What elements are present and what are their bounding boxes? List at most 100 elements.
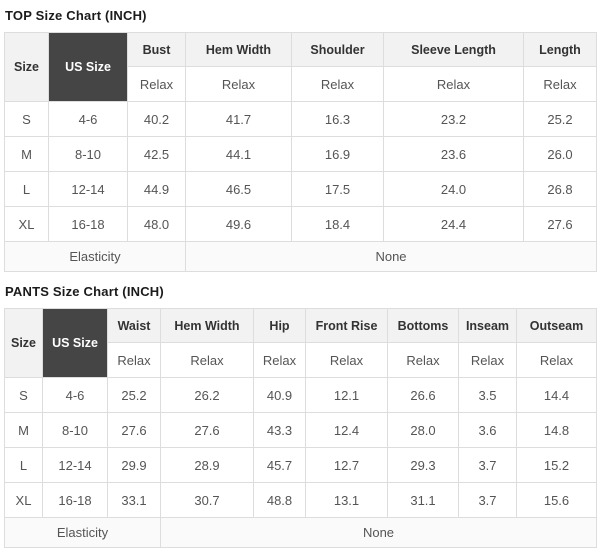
value-cell: 18.4: [291, 206, 384, 242]
value-cell: 12.1: [305, 377, 388, 413]
column-header-hip: Hip: [253, 308, 306, 343]
value-cell: 3.7: [458, 482, 517, 518]
value-cell: 28.0: [387, 412, 459, 448]
top-elasticity-row: Elasticity None: [4, 241, 597, 272]
pants-header-row: Size US Size Waist Hem Width Hip Front R…: [4, 308, 597, 378]
pants-size-table: Size US Size Waist Hem Width Hip Front R…: [4, 308, 597, 548]
value-cell: 23.6: [383, 136, 524, 172]
value-cell: 26.8: [523, 171, 597, 207]
fit-type-cell: Relax: [383, 66, 524, 102]
value-cell: 16.3: [291, 101, 384, 137]
value-cell: 27.6: [107, 412, 161, 448]
fit-type-cell: Relax: [185, 66, 292, 102]
column-header-waist: Waist: [107, 308, 161, 343]
column-header-length: Length: [523, 32, 597, 67]
value-cell: 26.2: [160, 377, 254, 413]
column-header-us-size: US Size: [48, 32, 128, 102]
fit-type-cell: Relax: [458, 342, 517, 378]
top-size-chart-section: TOP Size Chart (INCH) Size US Size Bust …: [4, 8, 597, 272]
top-size-row-l: L 12-14 44.9 46.5 17.5 24.0 26.8: [4, 171, 597, 207]
top-size-table: Size US Size Bust Hem Width Shoulder Sle…: [4, 32, 597, 272]
value-cell: 41.7: [185, 101, 292, 137]
us-size-cell: 12-14: [48, 171, 128, 207]
us-size-cell: 12-14: [42, 447, 108, 483]
value-cell: 17.5: [291, 171, 384, 207]
value-cell: 45.7: [253, 447, 306, 483]
fit-type-cell: Relax: [305, 342, 388, 378]
size-cell: XL: [4, 482, 43, 518]
value-cell: 24.0: [383, 171, 524, 207]
value-cell: 14.4: [516, 377, 597, 413]
fit-type-cell: Relax: [253, 342, 306, 378]
size-cell: L: [4, 171, 49, 207]
value-cell: 15.6: [516, 482, 597, 518]
size-cell: L: [4, 447, 43, 483]
value-cell: 31.1: [387, 482, 459, 518]
column-header-bottoms: Bottoms: [387, 308, 459, 343]
fit-type-cell: Relax: [523, 66, 597, 102]
fit-type-cell: Relax: [160, 342, 254, 378]
us-size-cell: 16-18: [48, 206, 128, 242]
value-cell: 30.7: [160, 482, 254, 518]
size-cell: M: [4, 412, 43, 448]
value-cell: 48.0: [127, 206, 186, 242]
fit-type-cell: Relax: [291, 66, 384, 102]
value-cell: 29.9: [107, 447, 161, 483]
column-header-us-size: US Size: [42, 308, 108, 378]
pants-size-row-m: M 8-10 27.6 27.6 43.3 12.4 28.0 3.6 14.8: [4, 412, 597, 448]
value-cell: 26.6: [387, 377, 459, 413]
value-cell: 29.3: [387, 447, 459, 483]
fit-type-cell: Relax: [127, 66, 186, 102]
us-size-cell: 16-18: [42, 482, 108, 518]
column-header-inseam: Inseam: [458, 308, 517, 343]
fit-type-cell: Relax: [516, 342, 597, 378]
value-cell: 26.0: [523, 136, 597, 172]
value-cell: 27.6: [160, 412, 254, 448]
value-cell: 16.9: [291, 136, 384, 172]
value-cell: 48.8: [253, 482, 306, 518]
elasticity-value-cell: None: [185, 241, 597, 272]
pants-elasticity-row: Elasticity None: [4, 517, 597, 548]
column-header-size: Size: [4, 308, 43, 378]
pants-chart-title: PANTS Size Chart (INCH): [5, 284, 164, 299]
size-cell: S: [4, 101, 49, 137]
elasticity-value-cell: None: [160, 517, 597, 548]
value-cell: 44.1: [185, 136, 292, 172]
value-cell: 44.9: [127, 171, 186, 207]
value-cell: 24.4: [383, 206, 524, 242]
top-fit-row: Relax Relax Relax Relax Relax: [5, 66, 597, 102]
pants-fit-row: Relax Relax Relax Relax Relax Relax Rela…: [5, 342, 597, 378]
pants-size-row-l: L 12-14 29.9 28.9 45.7 12.7 29.3 3.7 15.…: [4, 447, 597, 483]
us-size-cell: 4-6: [48, 101, 128, 137]
pants-size-row-s: S 4-6 25.2 26.2 40.9 12.1 26.6 3.5 14.4: [4, 377, 597, 413]
value-cell: 46.5: [185, 171, 292, 207]
value-cell: 40.2: [127, 101, 186, 137]
size-cell: M: [4, 136, 49, 172]
value-cell: 3.5: [458, 377, 517, 413]
size-cell: S: [4, 377, 43, 413]
column-header-front-rise: Front Rise: [305, 308, 388, 343]
column-header-size: Size: [4, 32, 49, 102]
fit-type-cell: Relax: [107, 342, 161, 378]
value-cell: 28.9: [160, 447, 254, 483]
top-header-row: Size US Size Bust Hem Width Shoulder Sle…: [4, 32, 597, 102]
top-size-row-xl: XL 16-18 48.0 49.6 18.4 24.4 27.6: [4, 206, 597, 242]
column-header-bust: Bust: [127, 32, 186, 67]
value-cell: 25.2: [107, 377, 161, 413]
column-header-hem-width: Hem Width: [185, 32, 292, 67]
us-size-cell: 8-10: [48, 136, 128, 172]
fit-type-cell: Relax: [387, 342, 459, 378]
value-cell: 3.7: [458, 447, 517, 483]
value-cell: 12.7: [305, 447, 388, 483]
value-cell: 14.8: [516, 412, 597, 448]
value-cell: 33.1: [107, 482, 161, 518]
value-cell: 3.6: [458, 412, 517, 448]
value-cell: 42.5: [127, 136, 186, 172]
top-chart-title: TOP Size Chart (INCH): [5, 8, 147, 23]
value-cell: 25.2: [523, 101, 597, 137]
value-cell: 49.6: [185, 206, 292, 242]
top-size-row-s: S 4-6 40.2 41.7 16.3 23.2 25.2: [4, 101, 597, 137]
column-header-sleeve-length: Sleeve Length: [383, 32, 524, 67]
column-header-shoulder: Shoulder: [291, 32, 384, 67]
column-header-hem-width: Hem Width: [160, 308, 254, 343]
